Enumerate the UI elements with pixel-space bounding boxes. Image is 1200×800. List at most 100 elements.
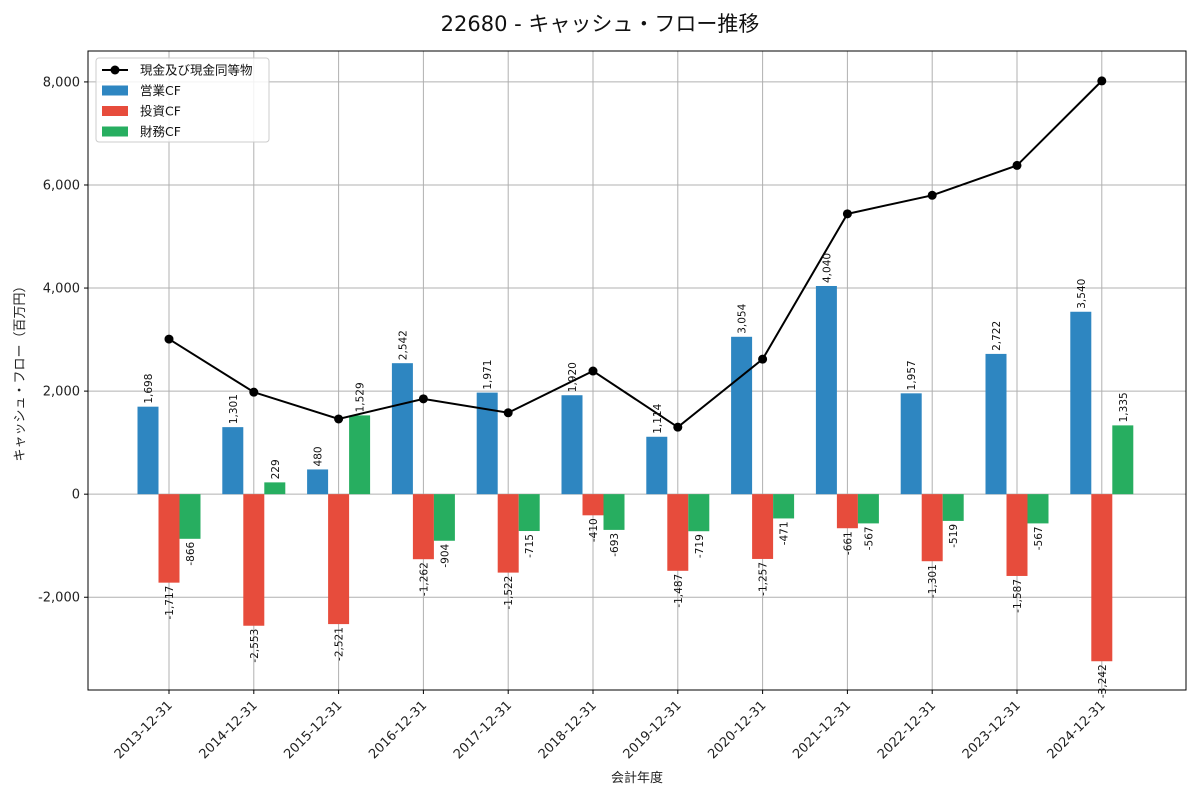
- cash-equivalents-point: [673, 422, 683, 432]
- x-tick-label: 2015-12-31: [281, 698, 345, 762]
- cash-equivalents-line: [168, 80, 1103, 429]
- y-tick-label: 4,000: [43, 282, 80, 297]
- x-tick-label: 2013-12-31: [112, 698, 176, 762]
- bar-investing: [497, 494, 519, 573]
- bar-operating: [1070, 311, 1092, 495]
- bar-value-label: -904: [439, 543, 451, 567]
- bar-value-label: 1,698: [143, 374, 155, 404]
- bar-financing: [773, 494, 795, 519]
- y-axis-title: キャッシュ・フロー（百万円）: [13, 279, 28, 461]
- bar-operating: [646, 436, 668, 495]
- bar-investing: [582, 494, 604, 516]
- cash-equivalents-point: [927, 190, 937, 200]
- cash-equivalents-point: [418, 394, 428, 404]
- bar-value-label: -719: [694, 534, 706, 558]
- x-tick-label: 2023-12-31: [960, 698, 1024, 762]
- bar-value-label: 1,920: [567, 362, 579, 392]
- bar-investing: [243, 494, 265, 626]
- x-tick-label: 2022-12-31: [875, 698, 939, 762]
- bar-value-label: -1,301: [927, 564, 939, 598]
- bar-financing: [1112, 425, 1134, 495]
- bar-financing: [1027, 494, 1049, 524]
- bar-investing: [1006, 494, 1028, 576]
- y-tick-label: 6,000: [43, 178, 80, 193]
- bar-financing: [603, 494, 625, 530]
- bar-financing: [349, 415, 371, 495]
- bar-value-label: 2,542: [397, 330, 409, 360]
- y-tick-label: 0: [72, 488, 80, 503]
- x-tick-label: 2019-12-31: [621, 698, 685, 762]
- legend-bar-swatch: [102, 85, 128, 96]
- legend-bar-swatch: [102, 126, 128, 137]
- bar-operating: [222, 427, 244, 495]
- bar-investing: [667, 494, 689, 571]
- cash-equivalents-point: [588, 366, 598, 376]
- bar-value-label: 1,335: [1118, 392, 1130, 422]
- bar-value-label: -1,257: [758, 562, 770, 596]
- bar-operating: [815, 285, 837, 495]
- bar-financing: [688, 494, 710, 532]
- bar-operating: [900, 393, 922, 495]
- bar-value-label: -1,522: [503, 576, 515, 610]
- bar-investing: [836, 494, 858, 529]
- bar-value-label: -3,242: [1097, 664, 1109, 698]
- bar-investing: [752, 494, 774, 559]
- chart-title: 22680 - キャッシュ・フロー推移: [440, 12, 760, 36]
- bar-operating: [985, 353, 1007, 495]
- bar-operating: [476, 392, 498, 495]
- bar-value-label: 229: [270, 459, 282, 479]
- cash-equivalents-point: [1097, 76, 1107, 86]
- bar-value-label: -410: [588, 518, 600, 542]
- bar-value-label: 480: [313, 446, 325, 466]
- bar-value-label: 1,971: [482, 360, 494, 390]
- bar-value-label: 1,957: [906, 360, 918, 390]
- bar-financing: [433, 494, 455, 541]
- x-tick-label: 2018-12-31: [536, 698, 600, 762]
- bar-value-label: 1,114: [652, 403, 664, 433]
- bar-value-label: 1,529: [355, 382, 367, 412]
- plot-frame: [87, 50, 1187, 691]
- bar-financing: [179, 494, 201, 539]
- line-layer: [164, 76, 1107, 432]
- bar-financing: [264, 482, 286, 495]
- y-tick-label: 8,000: [43, 75, 80, 90]
- bar-investing: [921, 494, 943, 562]
- legend-bar-swatch: [102, 106, 128, 116]
- cash-equivalents-point: [842, 209, 852, 219]
- legend-label: 現金及び現金同等物: [140, 63, 253, 78]
- cash-equivalents-point: [758, 354, 768, 364]
- bar-value-label: 4,040: [821, 253, 833, 283]
- bar-financing: [942, 494, 964, 521]
- bar-value-label: -1,587: [1012, 579, 1024, 613]
- bar-operating: [137, 406, 159, 495]
- bar-investing: [328, 494, 350, 625]
- bar-value-label: -1,717: [164, 586, 176, 620]
- bar-operating: [391, 363, 413, 495]
- bar-value-label: -1,262: [418, 562, 430, 596]
- bar-value-label: -567: [863, 526, 875, 550]
- bar-value-label: 3,540: [1076, 279, 1088, 309]
- bar-operating: [731, 336, 753, 495]
- x-tick-label: 2016-12-31: [366, 698, 430, 762]
- x-tick-label: 2021-12-31: [790, 698, 854, 762]
- bar-value-label: -471: [779, 521, 791, 545]
- data-labels-layer: 1,698 1,301 480 2,542 1,971 1,920 1,114 3,054 4,…: [143, 253, 1130, 698]
- bar-value-label: -2,553: [249, 629, 261, 663]
- bar-financing: [518, 494, 540, 532]
- legend-label: 営業CF: [140, 83, 181, 98]
- y-tick-label: -2,000: [38, 591, 80, 606]
- x-tick-label: 2024-12-31: [1045, 698, 1109, 762]
- cash-equivalents-point: [1012, 160, 1022, 170]
- cash-equivalents-point: [503, 408, 513, 418]
- bar-value-label: -693: [609, 533, 621, 557]
- bar-value-label: 1,301: [228, 394, 240, 424]
- x-tick-label: 2020-12-31: [705, 698, 769, 762]
- y-tick-label: 2,000: [43, 385, 80, 400]
- bar-value-label: 2,722: [991, 321, 1003, 351]
- cash-equivalents-point: [334, 414, 344, 424]
- bar-value-label: -567: [1033, 526, 1045, 550]
- bar-operating: [561, 395, 583, 495]
